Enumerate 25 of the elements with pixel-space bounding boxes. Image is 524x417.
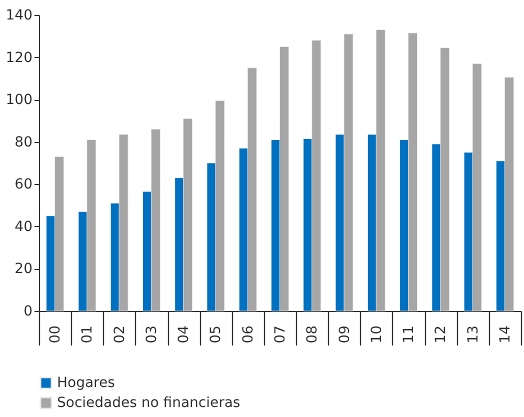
- y-tick-label: 0: [24, 304, 32, 320]
- x-tick-label: 14: [497, 325, 514, 344]
- x-tick-label: 05: [208, 326, 224, 344]
- legend-label: Hogares: [57, 375, 115, 391]
- x-tick-label: 04: [176, 325, 192, 344]
- x-tick-label: 10: [368, 326, 385, 344]
- x-tick-label: 00: [48, 326, 64, 344]
- x-tick-label: 09: [336, 326, 353, 344]
- y-tick-label: 40: [14, 218, 32, 235]
- y-tick-label: 80: [14, 134, 32, 150]
- y-tick-label: 20: [14, 261, 32, 278]
- y-tick-label: 60: [14, 176, 32, 193]
- y-tick-label: 100: [6, 92, 32, 108]
- x-tick-label: 06: [240, 325, 256, 344]
- x-tick-label: 11: [401, 326, 418, 344]
- x-tick-label: 07: [272, 326, 288, 344]
- x-tick-label: 08: [304, 326, 321, 344]
- x-tick-label: 13: [465, 326, 482, 344]
- x-tick-label: 01: [80, 326, 96, 344]
- x-tick-label: 03: [144, 326, 160, 344]
- y-tick-label: 140: [6, 8, 32, 24]
- legend-label: Sociedades no financieras: [57, 395, 240, 411]
- y-tick-label: 120: [6, 50, 32, 66]
- x-tick-label: 02: [112, 326, 128, 344]
- x-tick-label: 12: [433, 326, 450, 344]
